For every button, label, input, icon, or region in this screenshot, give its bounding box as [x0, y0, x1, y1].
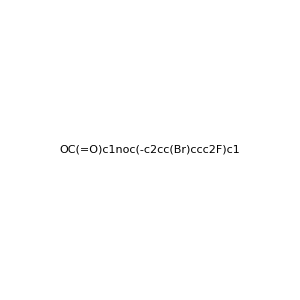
- Text: OC(=O)c1noc(-c2cc(Br)ccc2F)c1: OC(=O)c1noc(-c2cc(Br)ccc2F)c1: [60, 145, 240, 155]
